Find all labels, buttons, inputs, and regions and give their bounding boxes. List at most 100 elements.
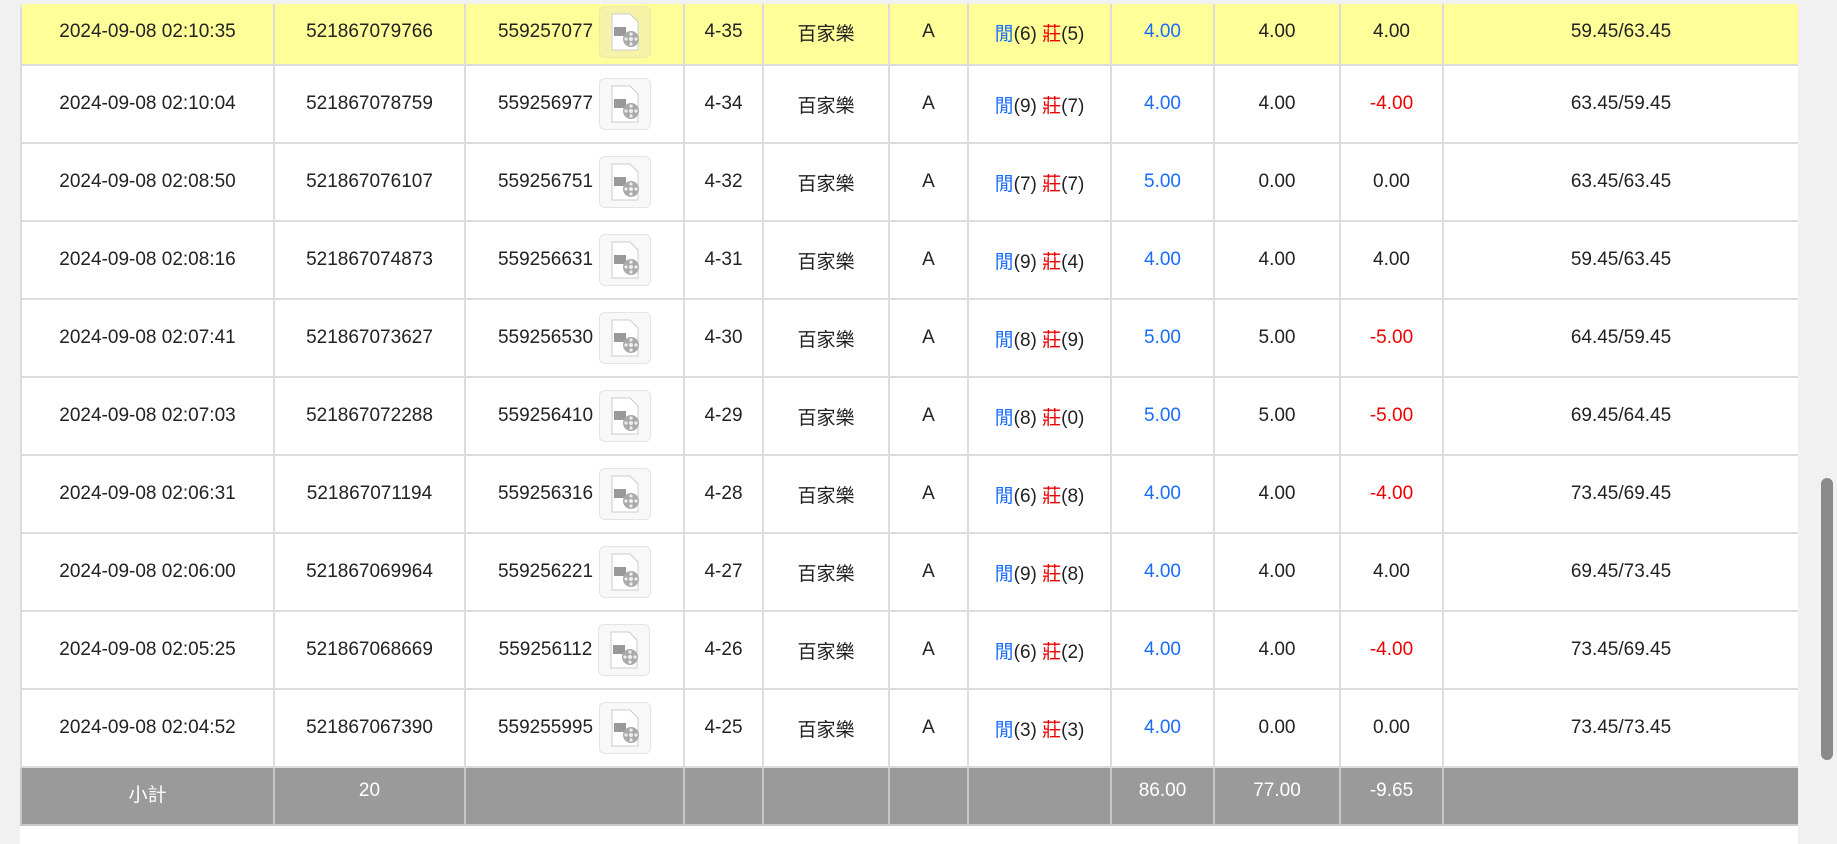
banker-score: (8) [1061,485,1085,507]
valid-bet: 0.00 [1213,688,1341,768]
game-name: 百家樂 [762,376,890,456]
game-name: 百家樂 [762,4,890,66]
film-video-icon[interactable] [599,6,652,58]
scrollbar-thumb[interactable] [1821,478,1833,760]
banker-label: 莊 [1042,641,1062,663]
valid-bet: 5.00 [1213,376,1341,456]
result: 閒(6) 莊(8) [967,454,1112,534]
banker-label: 莊 [1042,719,1062,741]
round: 4-29 [683,376,764,456]
bet-time: 2024-09-08 02:06:31 [20,454,275,534]
valid-bet: 4.00 [1213,610,1341,690]
bet-id: 521867074873 [273,220,466,300]
table-name: A [888,454,969,534]
win-loss: 4.00 [1339,220,1444,300]
bet-id: 521867072288 [273,376,466,456]
bet-amount: 5.00 [1110,142,1215,222]
banker-score: (9) [1061,329,1085,351]
win-loss: 4.00 [1339,532,1444,612]
bet-id: 521867076107 [273,142,466,222]
game-id: 559256977 [497,93,594,114]
result: 閒(9) 莊(7) [967,64,1112,144]
balance: 73.45/69.45 [1442,454,1798,534]
table-name: A [888,142,969,222]
round: 4-31 [683,220,764,300]
game-id-cell: 559256530 [464,298,685,378]
banker-label: 莊 [1042,407,1062,429]
bet-time: 2024-09-08 02:07:03 [20,376,275,456]
valid-bet: 4.00 [1213,220,1341,300]
bet-time: 2024-09-08 02:06:00 [20,532,275,612]
film-video-icon[interactable] [599,156,652,208]
table-row: 2024-09-08 02:10:04 521867078759 559256977… [20,64,1798,144]
game-id: 559256112 [498,639,593,660]
banker-score: (7) [1061,95,1085,117]
round: 4-25 [683,688,764,768]
game-name: 百家樂 [762,454,890,534]
player-label: 閒 [994,719,1014,741]
banker-score: (0) [1061,407,1085,429]
table-name: A [888,532,969,612]
balance: 59.45/63.45 [1442,4,1798,66]
player-score: (9) [1013,251,1037,273]
film-video-icon[interactable] [599,78,652,130]
bet-time: 2024-09-08 02:07:41 [20,298,275,378]
banker-label: 莊 [1042,485,1062,507]
game-id-cell: 559256631 [464,220,685,300]
win-loss: -5.00 [1339,298,1444,378]
game-id: 559256631 [497,249,594,270]
result: 閒(8) 莊(9) [967,298,1112,378]
game-name: 百家樂 [762,610,890,690]
table-row: 2024-09-08 02:08:50 521867076107 559256751… [20,142,1798,222]
player-label: 閒 [994,329,1014,351]
table-name: A [888,298,969,378]
result: 閒(9) 莊(4) [967,220,1112,300]
table-row: 2024-09-08 02:05:25 521867068669 559256112… [20,610,1798,690]
film-video-icon[interactable] [599,546,652,598]
bet-time: 2024-09-08 02:08:16 [20,220,275,300]
player-score: (6) [1013,23,1037,45]
player-score: (8) [1013,329,1037,351]
bet-time: 2024-09-08 02:08:50 [20,142,275,222]
win-loss: -5.00 [1339,376,1444,456]
game-id: 559256530 [497,327,594,348]
banker-label: 莊 [1042,95,1062,117]
subtotal-win: -9.65 [1339,766,1444,826]
film-video-icon[interactable] [599,234,652,286]
player-score: (8) [1013,407,1037,429]
banker-score: (7) [1061,173,1085,195]
game-name: 百家樂 [762,298,890,378]
bet-amount: 5.00 [1110,376,1215,456]
table-name: A [888,610,969,690]
film-video-icon[interactable] [599,390,652,442]
valid-bet: 4.00 [1213,64,1341,144]
bet-amount: 4.00 [1110,4,1215,66]
player-label: 閒 [994,251,1014,273]
film-video-icon[interactable] [599,312,652,364]
bet-history-panel: 2024-09-08 02:10:35 521867079766 559257077… [20,4,1798,844]
player-score: (9) [1013,563,1037,585]
vertical-scrollbar[interactable] [1815,0,1837,828]
game-id-cell: 559257077 [464,4,685,66]
game-name: 百家樂 [762,64,890,144]
game-id-cell: 559256977 [464,64,685,144]
round: 4-27 [683,532,764,612]
game-id-cell: 559256410 [464,376,685,456]
banker-label: 莊 [1042,23,1062,45]
player-score: (6) [1013,641,1037,663]
balance: 69.45/73.45 [1442,532,1798,612]
balance: 73.45/73.45 [1442,688,1798,768]
game-id: 559256316 [497,483,594,504]
win-loss: -4.00 [1339,64,1444,144]
film-video-icon[interactable] [599,702,652,754]
game-id-cell: 559256112 [464,610,685,690]
result: 閒(8) 莊(0) [967,376,1112,456]
win-loss: 0.00 [1339,688,1444,768]
player-score: (3) [1013,719,1037,741]
subtotal-label: 小計 [20,766,275,826]
round: 4-28 [683,454,764,534]
film-video-icon[interactable] [599,468,652,520]
film-video-icon[interactable] [598,624,651,676]
subtotal-bet: 86.00 [1110,766,1215,826]
result: 閒(3) 莊(3) [967,688,1112,768]
